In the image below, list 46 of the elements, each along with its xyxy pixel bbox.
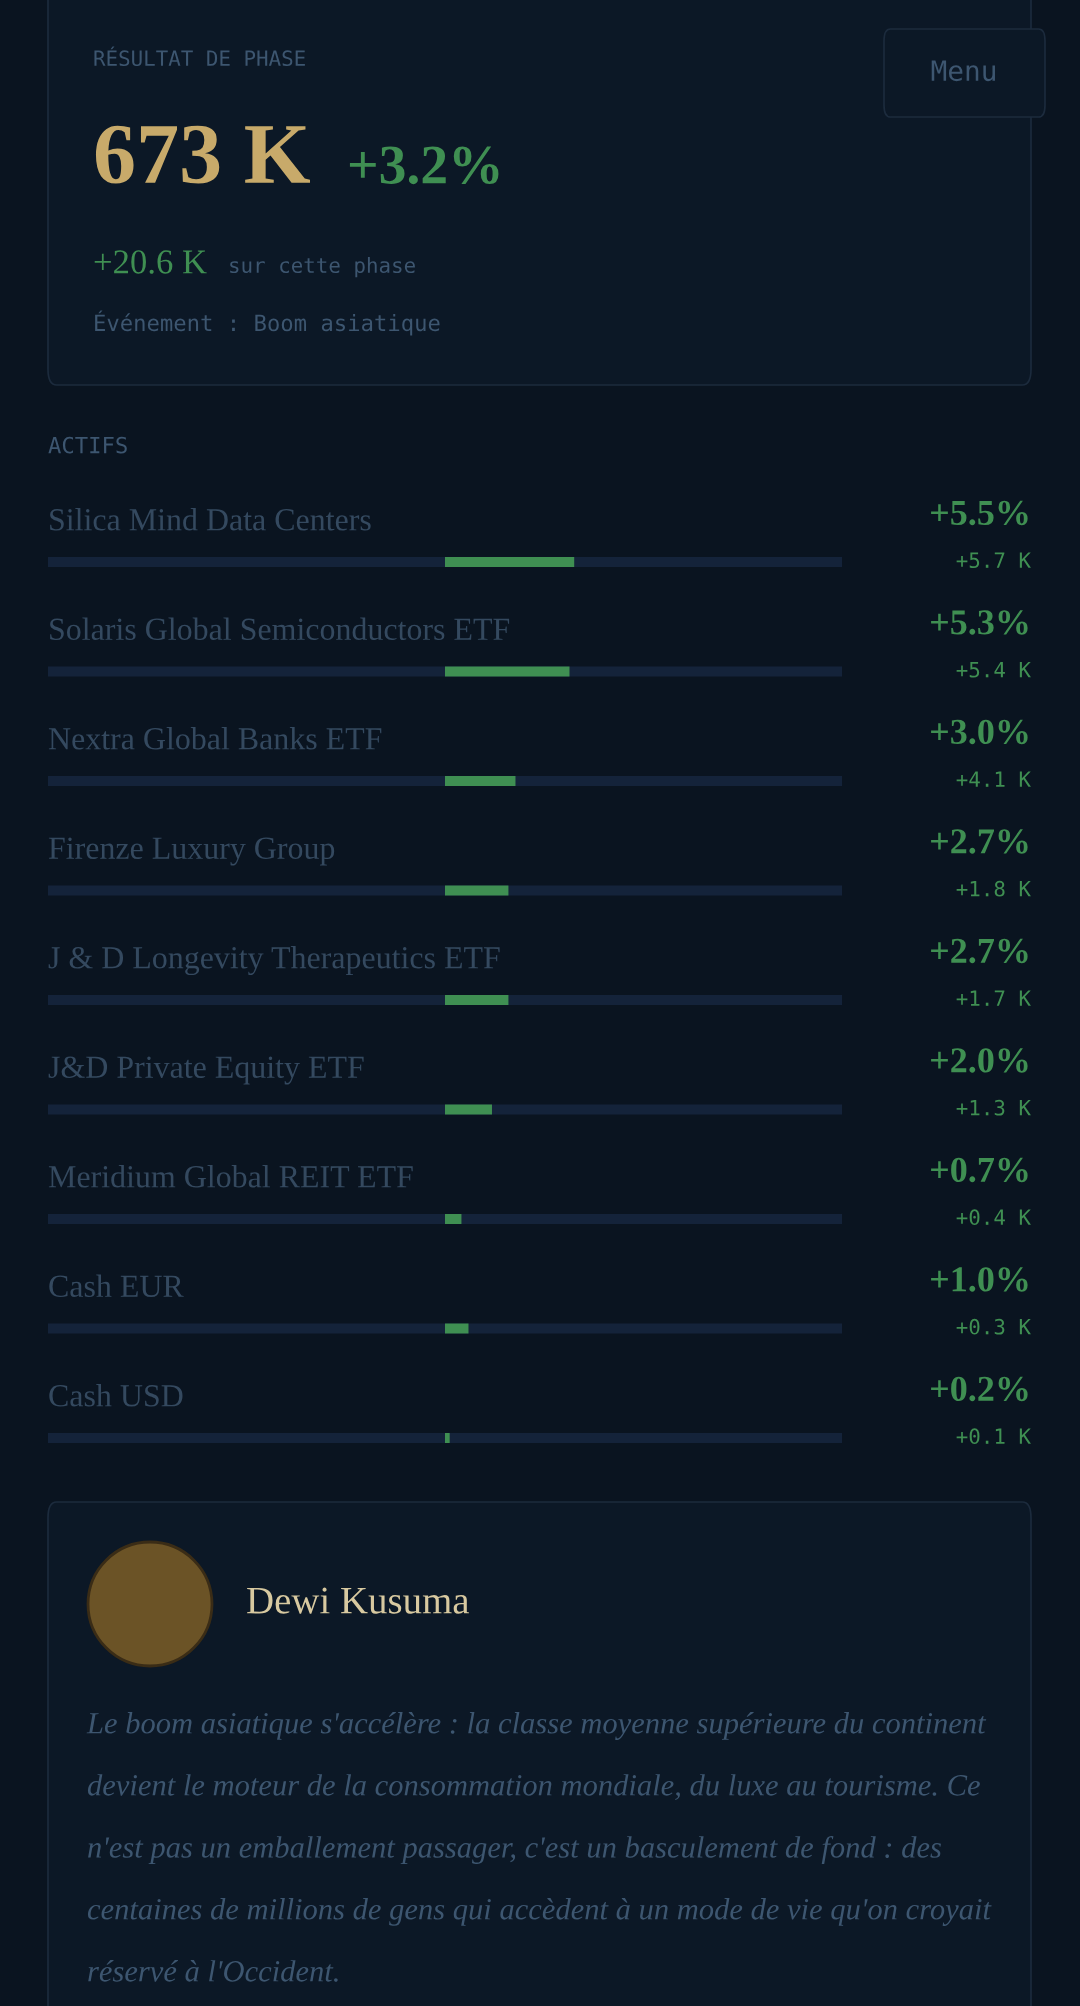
- text: +20.6 K: [94, 250, 207, 274]
- y-tick-label: Solaris Global Semiconductors ETF: [50, 617, 510, 641]
- data-label: +3.0%: [931, 719, 1028, 745]
- text: Menu: [931, 60, 995, 82]
- text: +0.1 K: [956, 1428, 1031, 1445]
- text: +0.3 K: [956, 1318, 1031, 1335]
- y-tick-label: Meridium Global REIT ETF: [48, 1165, 413, 1188]
- text: +4.1 K: [956, 771, 1031, 787]
- bar: [445, 995, 509, 1005]
- text: sur cette phase: [230, 256, 415, 278]
- chart-title: ACTIFS: [48, 436, 127, 454]
- bar: [445, 1214, 462, 1224]
- text: Événement : Boom asiatique: [95, 310, 440, 336]
- y-tick-label: J&D Private Equity ETF: [48, 1056, 364, 1085]
- data-label: +2.7%: [931, 938, 1028, 964]
- bar: [445, 666, 570, 677]
- bar: [445, 1433, 450, 1443]
- text: RÉSULTAT DE PHASE: [94, 46, 305, 67]
- bar: [445, 776, 516, 786]
- y-tick-label: Silica Mind Data Centers: [50, 508, 371, 531]
- text: Dewi Kusuma: [247, 1587, 470, 1614]
- bar: [445, 885, 509, 896]
- text: 673 K: [95, 125, 310, 184]
- text: +0.4 K: [956, 1209, 1031, 1226]
- y-tick-label: J & D Longevity Therapeutics ETF: [48, 946, 500, 976]
- text: +5.7 K: [956, 552, 1031, 569]
- data-label: +2.0%: [931, 1048, 1028, 1073]
- y-tick-label: Cash EUR: [49, 1274, 184, 1298]
- y-tick-label: Nextra Global Banks ETF: [48, 727, 382, 750]
- y-tick-label: Cash USD: [49, 1384, 183, 1407]
- text: +5.4 K: [956, 662, 1031, 678]
- data-label: +5.5%: [931, 500, 1028, 526]
- data-label: +2.7%: [931, 829, 1028, 854]
- bar: [445, 557, 575, 567]
- text: +1.8 K: [956, 880, 1031, 897]
- bar: [445, 1104, 492, 1115]
- data-label: +1.0%: [931, 1267, 1028, 1292]
- text: Le boom asiatique s'accélère : la classe moyenne supérieure du continent devient le moteur de la consommation mondiale, du luxe au tourisme. Ce n'est pas un emballement passager, c'est un basculement de fond : des centaines de millions de gens qui accèdent à un mode de vie qu'on croyait réservé à l'Occident.: [86, 1712, 992, 1982]
- text: +3.2%: [349, 146, 499, 185]
- text: +1.7 K: [956, 990, 1031, 1006]
- bar: [445, 1323, 469, 1334]
- data-label: +0.2%: [931, 1376, 1028, 1402]
- data-label: +0.7%: [931, 1157, 1028, 1183]
- data-label: +5.3%: [931, 610, 1028, 635]
- y-tick-label: Firenze Luxury Group: [48, 837, 335, 866]
- text: +1.3 K: [956, 1099, 1031, 1116]
